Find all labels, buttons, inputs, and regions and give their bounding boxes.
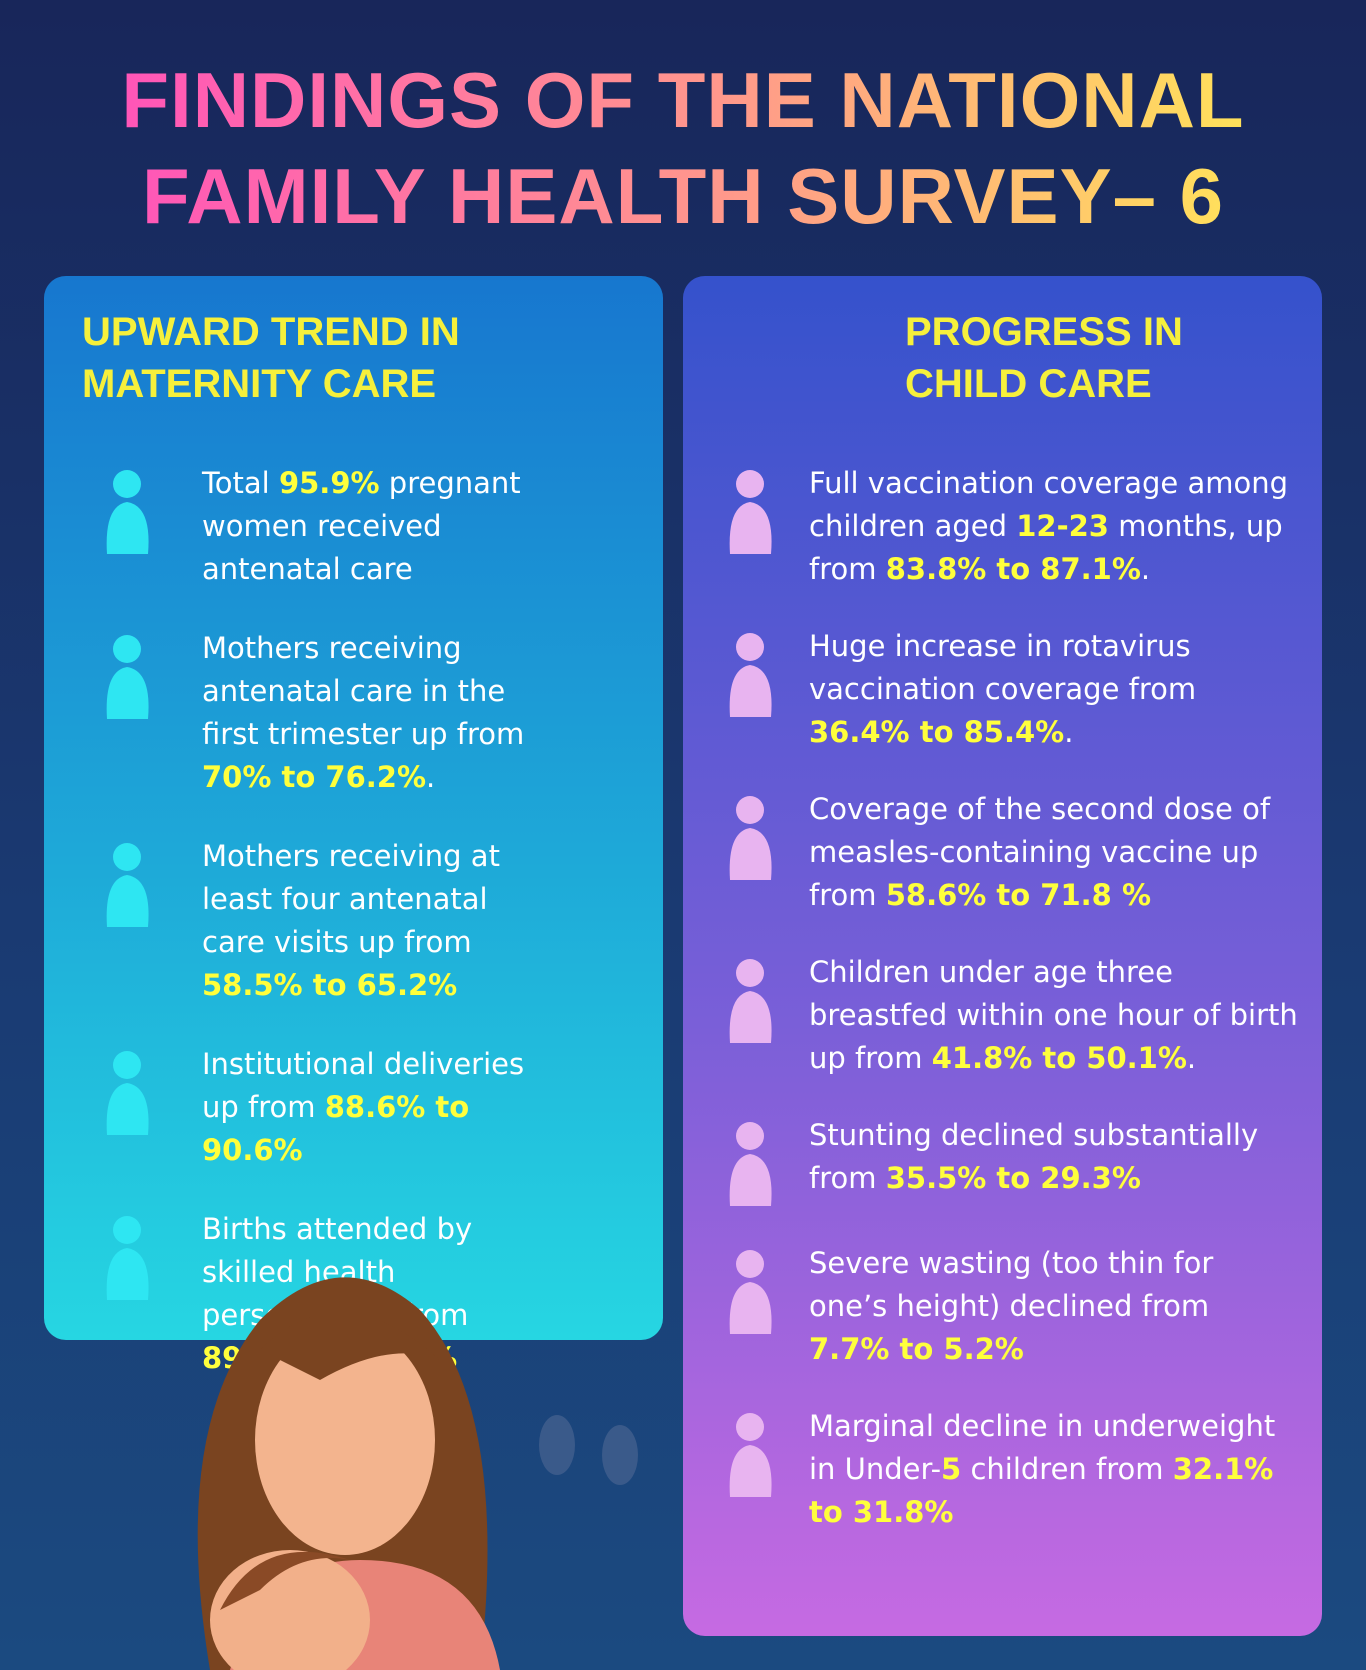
- panel-heading: UPWARD TREND IN MATERNITY CARE: [82, 310, 460, 406]
- item-icon: [729, 1250, 772, 1334]
- item-icon: [729, 1122, 772, 1206]
- stat-phrase: Severe wasting (too thin for one’s heigh…: [809, 1246, 1214, 1323]
- stat-phrase: Full vaccination coverage among children…: [809, 466, 1289, 543]
- item-icon: [106, 470, 149, 554]
- stat-item: Huge increase in rotavirus vaccination c…: [705, 625, 1298, 754]
- stat-text: Mothers receiving at least four antenata…: [202, 835, 542, 1007]
- highlight-figure: 36.4% to 85.4%: [809, 715, 1065, 749]
- item-icon: [729, 470, 772, 554]
- mother-illustration: [197, 1277, 500, 1670]
- footprints: [539, 1415, 638, 1485]
- stat-item: Institutional deliveries up from 88.6% t…: [82, 1043, 542, 1172]
- item-icon: [106, 1216, 149, 1300]
- stat-item: Mothers receiving at least four antenata…: [82, 835, 542, 1007]
- stat-text: Children under age three breastfed withi…: [809, 951, 1298, 1080]
- item-list: Total 95.9% pregnant women received ante…: [82, 462, 643, 1380]
- item-list: Full vaccination coverage among children…: [705, 462, 1298, 1534]
- stat-text: Severe wasting (too thin for one’s heigh…: [809, 1242, 1298, 1371]
- stat-text: Coverage of the second dose of measles-c…: [809, 788, 1298, 917]
- stat-phrase: .: [1140, 552, 1151, 586]
- stat-item: Marginal decline in underweight in Under…: [705, 1405, 1298, 1534]
- stat-phrase: .: [1064, 715, 1074, 749]
- stat-item: Full vaccination coverage among children…: [705, 462, 1298, 591]
- item-icon: [106, 843, 149, 927]
- item-icon: [729, 1413, 772, 1497]
- child-panel: PROGRESS IN CHILD CARE Full vaccination …: [683, 276, 1322, 1636]
- stat-text: Institutional deliveries up from 88.6% t…: [202, 1043, 542, 1172]
- stat-phrase: Mothers receiving antenatal care in the …: [202, 631, 525, 751]
- highlight-figure: 83.8% to 87.1%: [885, 552, 1141, 586]
- stat-phrase: Children under age three breastfed withi…: [809, 955, 1298, 1075]
- maternity-panel: UPWARD TREND IN MATERNITY CARE Total 95.…: [44, 276, 663, 1375]
- stat-item: Mothers receiving antenatal care in the …: [82, 627, 542, 799]
- page-title: FINDINGS OF THE NATIONAL FAMILY HEALTH S…: [120, 52, 1246, 244]
- stat-item: Severe wasting (too thin for one’s heigh…: [705, 1242, 1298, 1371]
- highlight-figure: 32.1% to 31.8%: [809, 1452, 1274, 1529]
- highlight-figure: 7.7% to 5.2%: [809, 1332, 1024, 1366]
- stat-text: Total 95.9% pregnant women received ante…: [202, 462, 542, 591]
- stat-phrase: Coverage of the second dose of measles-c…: [809, 792, 1271, 912]
- highlight-figure: 12-23: [1016, 509, 1109, 543]
- stat-item: Coverage of the second dose of measles-c…: [705, 788, 1298, 917]
- item-icon: [729, 633, 772, 717]
- highlight-figure: 41.8% to 50.1%: [931, 1041, 1187, 1075]
- stat-phrase: Stunting declined substantially from: [809, 1118, 1259, 1195]
- item-icon: [106, 1051, 149, 1135]
- highlight-figure: 95.9%: [278, 466, 380, 500]
- item-icon: [729, 959, 772, 1043]
- highlight-figure: 58.6% to 71.8 %: [885, 878, 1152, 912]
- highlight-figure: 35.5% to 29.3%: [885, 1161, 1141, 1195]
- stat-phrase: Marginal decline in underweight in Under…: [809, 1409, 1276, 1486]
- stat-phrase: children from: [961, 1452, 1173, 1486]
- stat-item: Children under age three breastfed withi…: [705, 951, 1298, 1080]
- stat-text: Huge increase in rotavirus vaccination c…: [809, 625, 1298, 754]
- stat-item: Total 95.9% pregnant women received ante…: [82, 462, 542, 591]
- stat-text: Marginal decline in underweight in Under…: [809, 1405, 1298, 1534]
- panel-heading: PROGRESS IN CHILD CARE: [905, 310, 1183, 406]
- stat-text: Mothers receiving antenatal care in the …: [202, 627, 542, 799]
- highlight-figure: 5: [941, 1452, 962, 1486]
- highlight-figure: 58.5% to 65.2%: [202, 968, 458, 1002]
- stat-phrase: Mothers receiving at least four antenata…: [202, 839, 500, 959]
- stat-text: Full vaccination coverage among children…: [809, 462, 1298, 591]
- stat-phrase: .: [426, 760, 436, 794]
- stat-phrase: Institutional deliveries up from: [202, 1047, 525, 1124]
- stat-phrase: .: [1186, 1041, 1197, 1075]
- highlight-figure: 70% to 76.2%: [202, 760, 426, 794]
- highlight-figure: 88.6% to 90.6%: [202, 1090, 470, 1167]
- stat-item: Stunting declined substantially from 35.…: [705, 1114, 1298, 1208]
- stat-phrase: Total: [202, 466, 279, 500]
- stat-text: Stunting declined substantially from 35.…: [809, 1114, 1298, 1200]
- item-icon: [729, 796, 772, 880]
- stat-phrase: months, up from: [809, 509, 1283, 586]
- stat-phrase: Huge increase in rotavirus vaccination c…: [809, 629, 1197, 706]
- item-icon: [106, 635, 149, 719]
- stat-phrase: pregnant women received antenatal care: [202, 466, 521, 586]
